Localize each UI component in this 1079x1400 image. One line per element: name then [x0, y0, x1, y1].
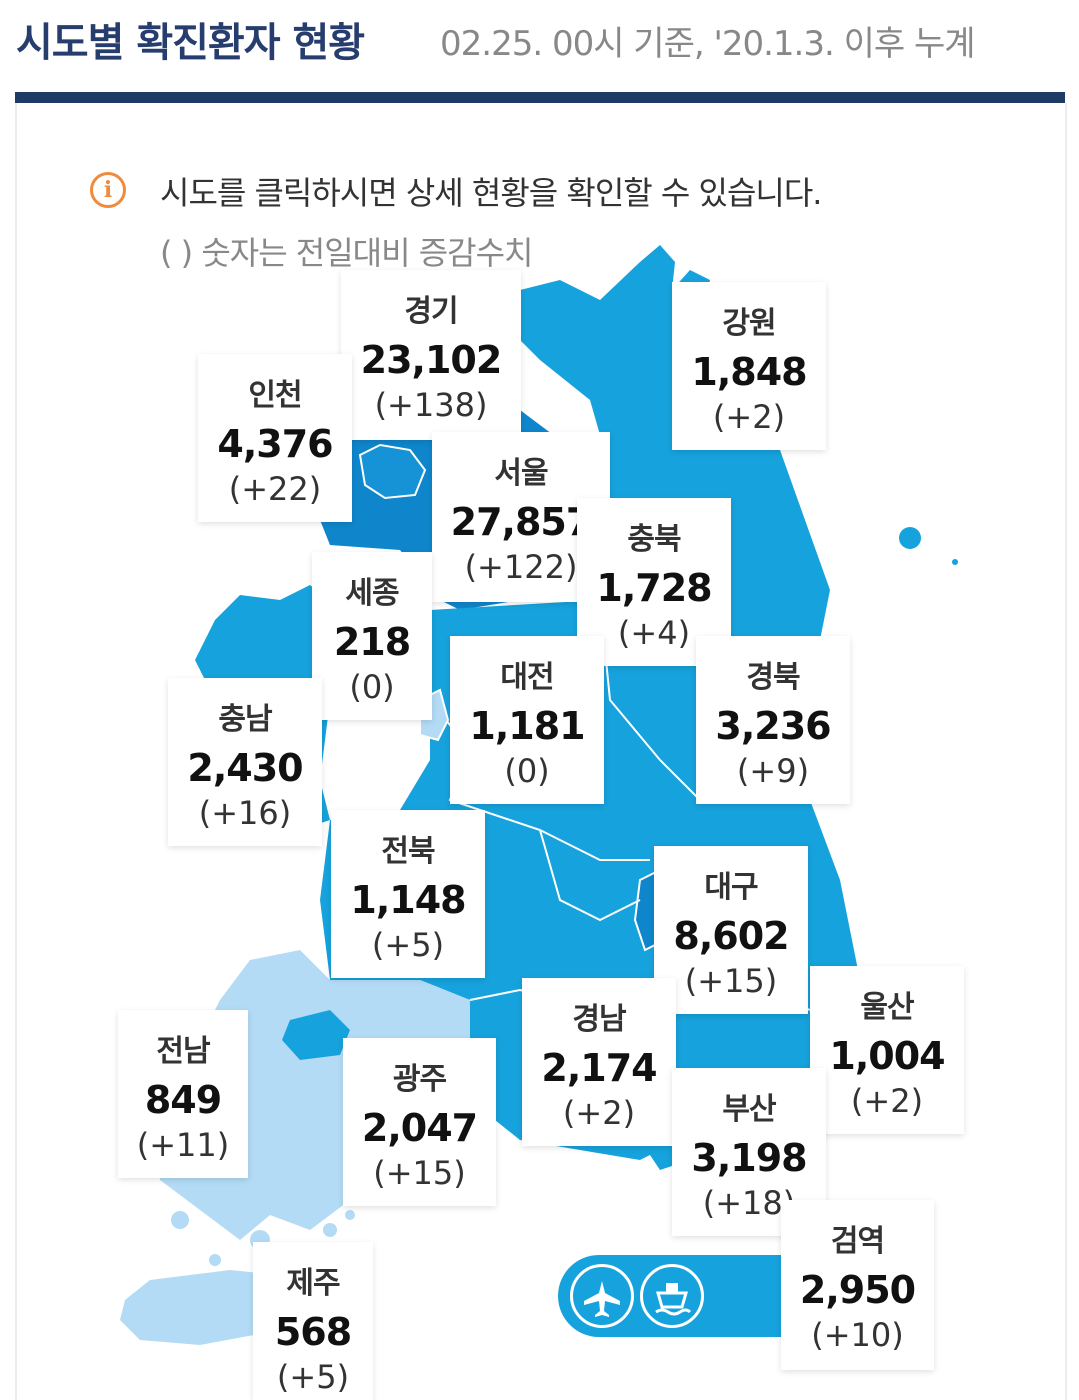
- page-header: 시도별 확진환자 현황 02.25. 00시 기준, '20.1.3. 이후 누…: [0, 0, 1079, 92]
- region-card-gyeongnam[interactable]: 경남 2,174 (+2): [522, 978, 676, 1146]
- region-card-daegu[interactable]: 대구 8,602 (+15): [654, 846, 808, 1014]
- region-card-sejong[interactable]: 세종 218 (0): [312, 552, 432, 720]
- region-count: 1,148: [350, 878, 466, 922]
- region-card-chungnam[interactable]: 충남 2,430 (+16): [168, 678, 322, 846]
- region-delta: (+122): [464, 548, 578, 586]
- region-delta: (+9): [736, 752, 810, 790]
- region-count: 849: [144, 1078, 222, 1122]
- region-delta: (+10): [811, 1316, 904, 1354]
- region-name: 광주: [392, 1062, 447, 1097]
- region-count: 2,950: [799, 1268, 916, 1312]
- region-count: 3,198: [691, 1136, 807, 1180]
- region-name: 울산: [860, 990, 914, 1025]
- region-name: 검역: [830, 1224, 885, 1259]
- region-count: 8,602: [673, 914, 789, 958]
- region-count: 4,376: [217, 422, 333, 466]
- region-card-gwangju[interactable]: 광주 2,047 (+15): [343, 1038, 496, 1206]
- region-name: 부산: [722, 1092, 776, 1127]
- region-delta: (+2): [850, 1082, 924, 1120]
- region-count: 218: [333, 620, 411, 664]
- region-count: 1,728: [596, 566, 712, 610]
- region-count: 1,181: [469, 704, 585, 748]
- region-delta: (+2): [712, 398, 786, 436]
- region-count: 1,004: [829, 1034, 945, 1078]
- region-delta: (+15): [684, 962, 778, 1000]
- region-delta: (0): [504, 752, 550, 790]
- info-icon: i: [90, 172, 126, 208]
- region-delta: (+5): [371, 926, 445, 964]
- region-card-gyeongbuk[interactable]: 경북 3,236 (+9): [696, 636, 850, 804]
- region-card-jeonbuk[interactable]: 전북 1,148 (+5): [331, 810, 485, 978]
- region-name: 전북: [381, 834, 435, 869]
- region-delta: (0): [349, 668, 395, 706]
- region-count: 2,047: [361, 1106, 478, 1150]
- airplane-icon[interactable]: [570, 1264, 634, 1328]
- region-count: 3,236: [715, 704, 831, 748]
- note-text: ( ) 숫자는 전일대비 증감수치: [160, 234, 533, 272]
- region-count: 2,430: [187, 746, 303, 790]
- map-island-ulleung: [899, 527, 921, 549]
- region-name: 대전: [500, 660, 554, 695]
- region-card-ulsan[interactable]: 울산 1,004 (+2): [810, 966, 964, 1134]
- region-name: 충북: [627, 522, 681, 557]
- ship-icon[interactable]: [640, 1264, 704, 1328]
- region-card-chungbuk[interactable]: 충북 1,728 (+4): [577, 498, 731, 666]
- region-name: 충남: [218, 702, 272, 737]
- region-card-gangwon[interactable]: 강원 1,848 (+2): [672, 282, 826, 450]
- region-name: 경기: [404, 294, 458, 329]
- map-island-dokdo: [952, 559, 958, 565]
- region-name: 서울: [494, 456, 548, 491]
- region-card-jeju[interactable]: 제주 568 (+5): [253, 1242, 373, 1400]
- region-count: 27,857: [450, 500, 593, 544]
- region-name: 전남: [156, 1034, 210, 1069]
- region-count: 2,174: [541, 1046, 657, 1090]
- page-title: 시도별 확진환자 현황: [16, 20, 365, 66]
- region-name: 경북: [746, 660, 800, 695]
- region-card-daejeon[interactable]: 대전 1,181 (0): [450, 636, 604, 804]
- region-count: 568: [274, 1310, 352, 1354]
- region-delta: (+18): [702, 1184, 796, 1222]
- region-name: 대구: [704, 870, 758, 905]
- notice-text: 시도를 클릭하시면 상세 현황을 확인할 수 있습니다.: [160, 174, 822, 212]
- region-name: 강원: [722, 306, 776, 341]
- region-card-incheon[interactable]: 인천 4,376 (+22): [198, 354, 352, 522]
- region-count: 23,102: [360, 338, 503, 382]
- region-name: 경남: [572, 1002, 626, 1037]
- map-region-gwangju: [282, 1010, 350, 1060]
- map-region-gangwon: [500, 245, 830, 640]
- region-name: 세종: [345, 576, 399, 611]
- region-delta: (+15): [373, 1154, 466, 1192]
- region-delta: (+138): [374, 386, 488, 424]
- region-card-quarantine[interactable]: 검역 2,950 (+10): [781, 1200, 934, 1370]
- region-card-gyeonggi[interactable]: 경기 23,102 (+138): [341, 270, 521, 440]
- region-delta: (+2): [562, 1094, 636, 1132]
- transport-bar[interactable]: [558, 1255, 783, 1337]
- region-count: 1,848: [691, 350, 807, 394]
- region-delta: (+22): [228, 470, 322, 508]
- region-delta: (+5): [276, 1358, 350, 1396]
- page-subtitle: 02.25. 00시 기준, '20.1.3. 이후 누계: [440, 24, 976, 64]
- region-card-jeonnam[interactable]: 전남 849 (+11): [118, 1010, 248, 1178]
- region-name: 제주: [286, 1266, 340, 1301]
- region-delta: (+11): [136, 1126, 230, 1164]
- region-name: 인천: [248, 378, 302, 413]
- region-delta: (+4): [617, 614, 691, 652]
- header-divider: [15, 92, 1065, 103]
- map-region-seoul: [358, 443, 427, 500]
- region-delta: (+16): [198, 794, 292, 832]
